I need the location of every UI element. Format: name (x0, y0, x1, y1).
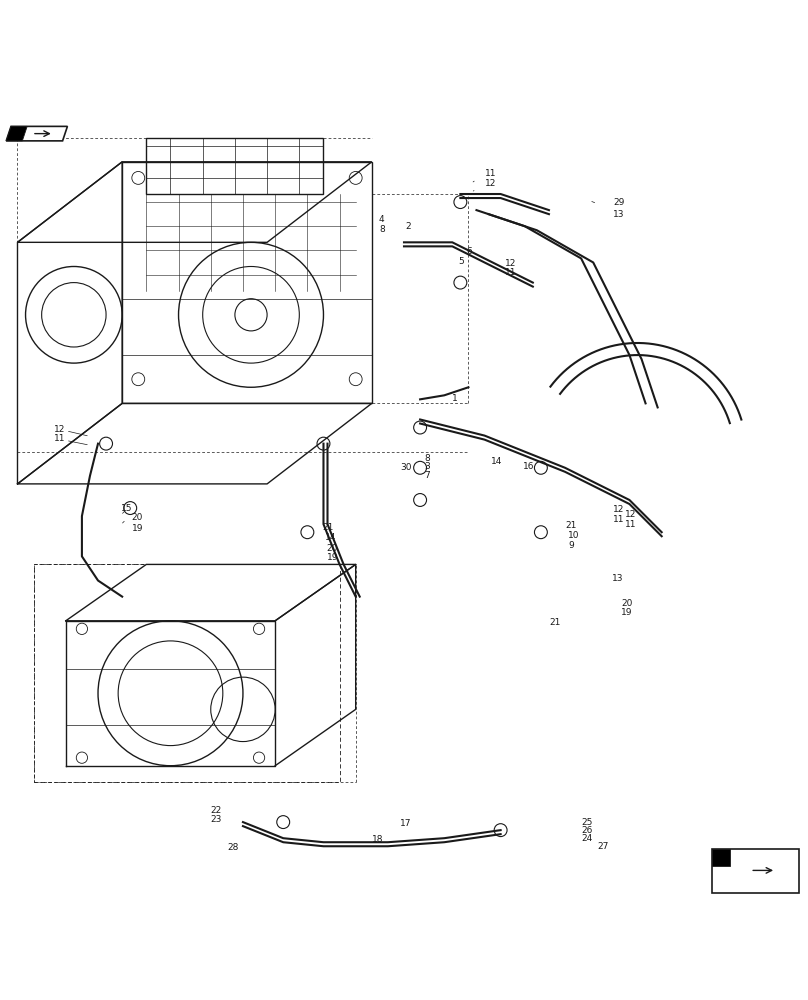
Circle shape (534, 526, 547, 539)
Text: 1: 1 (452, 394, 458, 403)
Text: 6: 6 (467, 247, 473, 256)
Text: 3: 3 (424, 462, 430, 471)
Text: 15: 15 (120, 504, 132, 513)
Text: 27: 27 (597, 842, 608, 851)
Circle shape (454, 196, 467, 209)
Circle shape (124, 502, 137, 514)
Text: 13: 13 (612, 574, 623, 583)
Text: 17: 17 (400, 819, 411, 828)
Circle shape (454, 276, 467, 289)
Text: 14: 14 (325, 533, 336, 542)
Circle shape (99, 437, 112, 450)
Text: 19: 19 (621, 608, 633, 617)
Text: 20: 20 (326, 544, 338, 553)
Circle shape (301, 526, 314, 539)
Circle shape (317, 437, 330, 450)
Text: 18: 18 (372, 835, 383, 844)
Text: 4: 4 (379, 215, 385, 224)
Text: 23: 23 (211, 815, 222, 824)
Circle shape (534, 461, 547, 474)
Text: 21: 21 (565, 521, 576, 530)
Text: 22: 22 (211, 806, 222, 815)
Text: 12: 12 (613, 505, 625, 514)
Text: 29: 29 (613, 198, 625, 207)
Circle shape (414, 421, 427, 434)
Text: 19: 19 (326, 553, 339, 562)
Text: 16: 16 (523, 462, 535, 471)
Polygon shape (6, 126, 27, 141)
Text: 30: 30 (401, 463, 412, 472)
Polygon shape (6, 126, 67, 141)
Text: 12: 12 (625, 510, 636, 519)
Text: 14: 14 (491, 457, 503, 466)
Text: 8: 8 (424, 454, 430, 463)
Text: 11: 11 (613, 515, 625, 524)
Text: 12: 12 (505, 259, 516, 268)
Circle shape (414, 494, 427, 506)
Text: 10: 10 (568, 531, 580, 540)
Circle shape (277, 816, 289, 829)
Text: 11: 11 (625, 520, 636, 529)
Text: 28: 28 (228, 843, 239, 852)
Text: 19: 19 (132, 524, 143, 533)
Text: 25: 25 (581, 818, 592, 827)
Text: 5: 5 (459, 257, 465, 266)
Bar (712, 849, 798, 893)
Text: 9: 9 (568, 541, 574, 550)
Text: 13: 13 (613, 210, 625, 219)
Text: 20: 20 (132, 513, 143, 522)
Polygon shape (712, 849, 730, 866)
Text: 21: 21 (549, 618, 560, 627)
Text: 12: 12 (54, 425, 65, 434)
Text: 21: 21 (322, 523, 333, 532)
Text: 24: 24 (581, 834, 592, 843)
Text: 2: 2 (406, 222, 411, 231)
Text: 26: 26 (581, 826, 592, 835)
Text: 11: 11 (505, 268, 516, 277)
Text: 8: 8 (379, 225, 385, 234)
Circle shape (414, 461, 427, 474)
Circle shape (494, 824, 507, 837)
Text: 11: 11 (485, 169, 496, 178)
Text: 7: 7 (424, 471, 430, 480)
Text: 12: 12 (485, 179, 496, 188)
Text: 20: 20 (621, 599, 633, 608)
Text: 11: 11 (54, 434, 65, 443)
